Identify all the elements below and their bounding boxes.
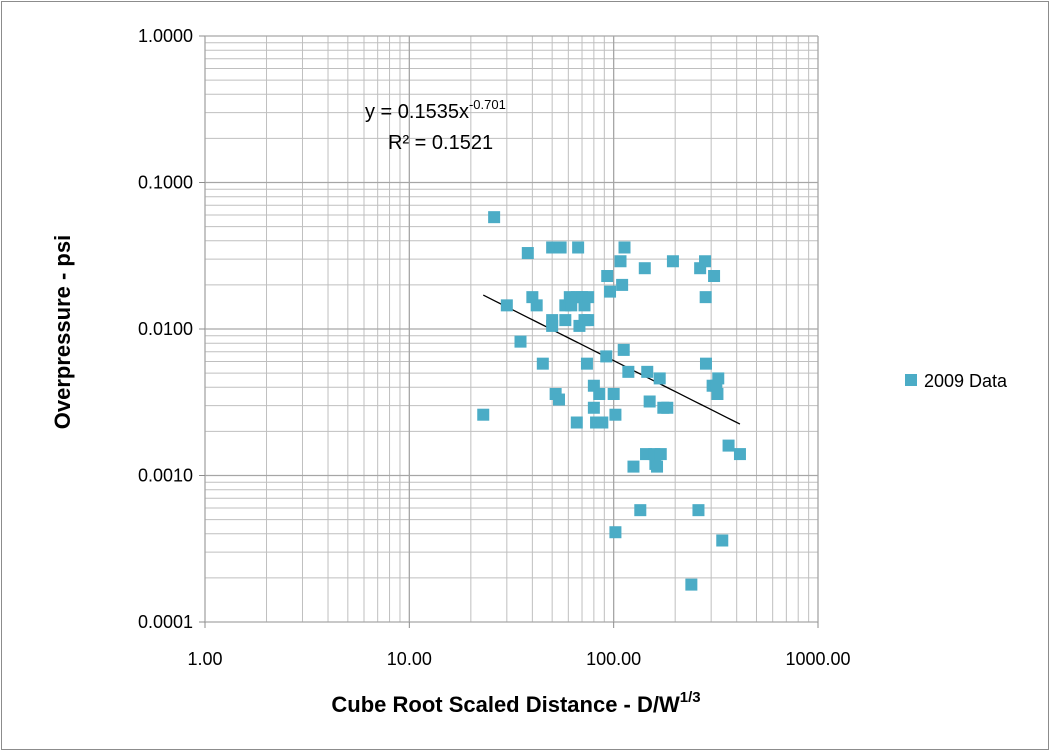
data-point bbox=[708, 270, 721, 283]
y-tick-label: 0.0100 bbox=[138, 319, 193, 339]
data-point bbox=[600, 350, 613, 363]
data-point bbox=[712, 372, 725, 385]
grid-lines bbox=[199, 35, 819, 628]
x-tick-label: 10.00 bbox=[387, 649, 432, 669]
y-tick-label: 0.0010 bbox=[138, 466, 193, 486]
x-axis-title-sup: 1/3 bbox=[680, 689, 701, 706]
x-axis-title-main: Cube Root Scaled Distance - D/W bbox=[331, 692, 680, 717]
x-tick-label: 1000.00 bbox=[785, 649, 850, 669]
data-point bbox=[559, 314, 572, 327]
data-point bbox=[641, 365, 654, 378]
y-tick-label: 0.0001 bbox=[138, 612, 193, 632]
x-tick-label: 100.00 bbox=[586, 649, 641, 669]
data-point bbox=[711, 388, 724, 401]
data-point bbox=[614, 255, 627, 268]
trendline-equation-main: y = 0.1535x bbox=[365, 101, 469, 123]
trendline-equation: y = 0.1535x-0.701 bbox=[365, 97, 506, 123]
data-point bbox=[643, 395, 656, 408]
trendline-r2: R² = 0.1521 bbox=[388, 132, 493, 154]
trendline-equation-exponent: -0.701 bbox=[469, 97, 506, 112]
data-point bbox=[699, 291, 712, 304]
data-point bbox=[607, 388, 620, 401]
data-point bbox=[546, 319, 559, 332]
data-points bbox=[477, 211, 746, 591]
data-point bbox=[582, 314, 595, 327]
legend-marker bbox=[905, 374, 917, 386]
x-axis-title: Cube Root Scaled Distance - D/W1/3 bbox=[331, 689, 700, 717]
data-point bbox=[618, 241, 631, 254]
y-tick-label: 1.0000 bbox=[138, 26, 193, 46]
data-point bbox=[514, 335, 527, 348]
data-point bbox=[500, 299, 513, 312]
data-point bbox=[634, 504, 647, 517]
data-point bbox=[570, 416, 583, 429]
data-point bbox=[654, 448, 667, 461]
data-point bbox=[552, 393, 565, 406]
legend-label: 2009 Data bbox=[924, 371, 1008, 391]
data-point bbox=[616, 278, 629, 291]
data-point bbox=[699, 255, 712, 268]
data-point bbox=[622, 365, 635, 378]
data-point bbox=[692, 504, 705, 517]
data-point bbox=[593, 388, 606, 401]
data-point bbox=[609, 408, 622, 421]
data-point bbox=[661, 401, 674, 414]
data-point bbox=[653, 372, 666, 385]
data-point bbox=[609, 526, 622, 539]
data-point bbox=[572, 241, 585, 254]
data-point bbox=[596, 416, 609, 429]
data-point bbox=[604, 285, 617, 298]
data-point bbox=[685, 578, 698, 591]
data-point bbox=[580, 357, 593, 370]
data-point bbox=[722, 439, 735, 452]
data-point bbox=[521, 247, 534, 260]
tick-labels: 1.00 10.00 100.00 1000.00 1.0000 0.1000 0.0100… bbox=[138, 26, 851, 669]
data-point bbox=[530, 299, 543, 312]
data-point bbox=[666, 255, 679, 268]
data-point bbox=[638, 262, 651, 275]
data-point bbox=[617, 343, 630, 356]
data-point bbox=[733, 448, 746, 461]
data-point bbox=[627, 460, 640, 473]
x-tick-label: 1.00 bbox=[187, 649, 222, 669]
data-point bbox=[536, 357, 549, 370]
data-point bbox=[587, 401, 600, 414]
data-point bbox=[488, 211, 501, 224]
data-point bbox=[651, 460, 664, 473]
data-point bbox=[716, 534, 729, 547]
y-tick-label: 0.1000 bbox=[138, 173, 193, 193]
y-axis-title: Overpressure - psi bbox=[50, 235, 75, 429]
data-point bbox=[554, 241, 567, 254]
data-point bbox=[582, 291, 595, 304]
data-point bbox=[477, 408, 490, 421]
data-point bbox=[699, 357, 712, 370]
data-point bbox=[601, 270, 614, 283]
